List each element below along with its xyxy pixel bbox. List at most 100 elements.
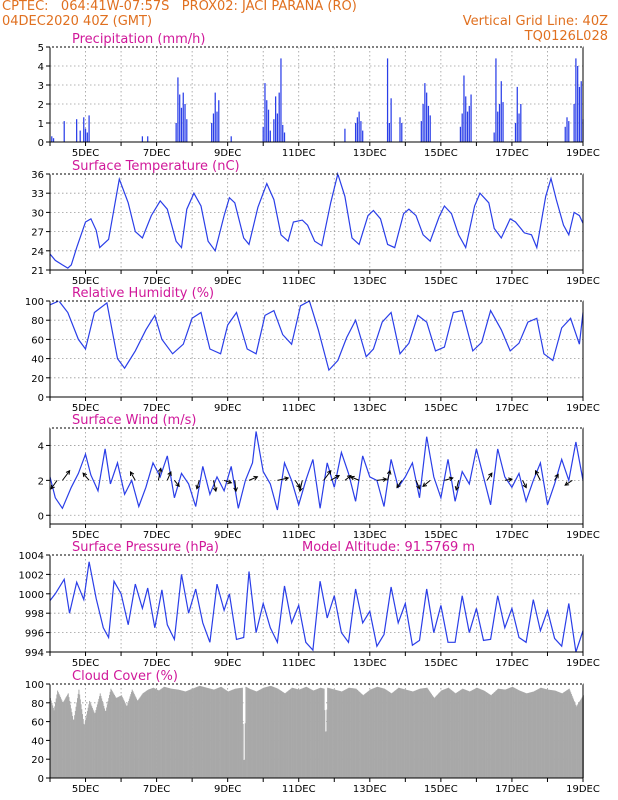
cloud-column (264, 687, 266, 778)
cloud-column (376, 686, 378, 778)
cloud-column (514, 687, 516, 778)
cloud-column (193, 688, 195, 778)
pressure-xtick-label: 5DEC (72, 658, 99, 669)
cloud-column (232, 689, 234, 778)
cloud-column (578, 703, 580, 778)
cloud-column (111, 691, 113, 778)
cloud-column (325, 731, 327, 778)
cloud-column (56, 694, 58, 778)
cloud-column (253, 690, 255, 778)
cloud-column (288, 690, 290, 778)
cloud-column (100, 695, 102, 778)
cloud-column (394, 690, 396, 778)
cloud-column (50, 698, 52, 778)
cloud-column (286, 691, 288, 778)
cloud-column (278, 689, 280, 778)
pressure-xtick-label: 9DEC (214, 658, 241, 669)
cloud-column (289, 689, 291, 778)
cloud-column (228, 691, 230, 778)
cloud-column (516, 689, 518, 778)
cloud-column (488, 693, 490, 778)
precip-bar (211, 123, 213, 142)
cloud-column (120, 695, 122, 778)
wind-arrow (535, 470, 541, 481)
cloud-column (291, 687, 293, 778)
cloud-column (352, 688, 354, 778)
temp-ytick-label: 30 (31, 208, 44, 219)
cloud-column (273, 687, 275, 778)
header-station-line: CPTEC: 064:41W-07:57S PROX02: JACI PARAN… (2, 0, 357, 14)
cloud-column (169, 688, 171, 778)
wind-arrow (294, 480, 301, 488)
cloud-column (544, 688, 546, 778)
cloud-column (408, 690, 410, 778)
cloud-column (196, 687, 198, 778)
cloud-column (432, 696, 434, 778)
rh-xtick-label: 13DEC (353, 403, 387, 414)
cloud-column (60, 698, 62, 778)
cloud-column (156, 689, 158, 778)
cloud-column (430, 692, 432, 778)
cloud-column (440, 690, 442, 778)
precip-frame (49, 46, 584, 143)
cloud-column (226, 690, 228, 778)
cloud-column (507, 688, 509, 778)
cloud-column (148, 689, 150, 778)
cloud-column (551, 690, 553, 778)
wind-arrow (387, 470, 391, 481)
cloud-column (212, 689, 214, 778)
cloud-column (64, 698, 66, 778)
cloud-column (337, 690, 339, 778)
cloud-column (243, 759, 245, 778)
cloud-column (284, 693, 286, 778)
cloud-column (123, 699, 125, 778)
cloud-column (528, 692, 530, 778)
precip-title: Precipitation (mm/h) (72, 32, 205, 47)
cloud-column (579, 700, 581, 778)
cloud-column (427, 688, 429, 778)
cloud-column (205, 687, 207, 778)
cloud-column (571, 695, 573, 778)
cloud-column (177, 689, 179, 778)
rh-xtick-label: 9DEC (214, 403, 241, 414)
cloud-column (185, 691, 187, 778)
cloud-column (241, 687, 243, 778)
temp-ytick-label: 33 (31, 189, 44, 200)
cloud-column (295, 688, 297, 778)
cloud-column (316, 689, 318, 778)
cloud-column (141, 694, 143, 778)
wind-arrowhead (82, 472, 87, 478)
precip-bar (180, 107, 183, 142)
cloud-column (398, 687, 400, 778)
cloud-column (573, 699, 575, 778)
precip-bar (568, 121, 570, 142)
cloud-column (583, 695, 585, 778)
cloud-column (164, 687, 166, 778)
cloud-column (133, 692, 135, 778)
cloud-column (439, 692, 441, 778)
cloud-column (444, 689, 446, 778)
precip-bar (520, 104, 522, 142)
cloud-column (204, 687, 206, 778)
cloud-column (430, 693, 432, 778)
cloud-column (171, 688, 173, 778)
cloud-column (308, 688, 310, 778)
cloud-column (235, 688, 237, 778)
cloud-column (54, 702, 56, 778)
cloud-column (455, 692, 457, 778)
cloud-column (572, 697, 574, 778)
precip-bar (354, 123, 357, 142)
wind-arrow (564, 479, 573, 486)
cloud-column (54, 706, 56, 778)
wind-arrow (455, 480, 460, 491)
cloud-column (334, 689, 336, 778)
cloud-column (170, 688, 172, 778)
cloud-column (246, 687, 248, 778)
cloud-column (170, 688, 172, 778)
cloud-column (519, 690, 521, 778)
precip-bar (216, 111, 218, 142)
cloud-column (346, 688, 348, 778)
cloud-ytick-label: 80 (31, 699, 44, 710)
wind-arrowhead (157, 467, 163, 473)
cloud-column (160, 689, 162, 778)
